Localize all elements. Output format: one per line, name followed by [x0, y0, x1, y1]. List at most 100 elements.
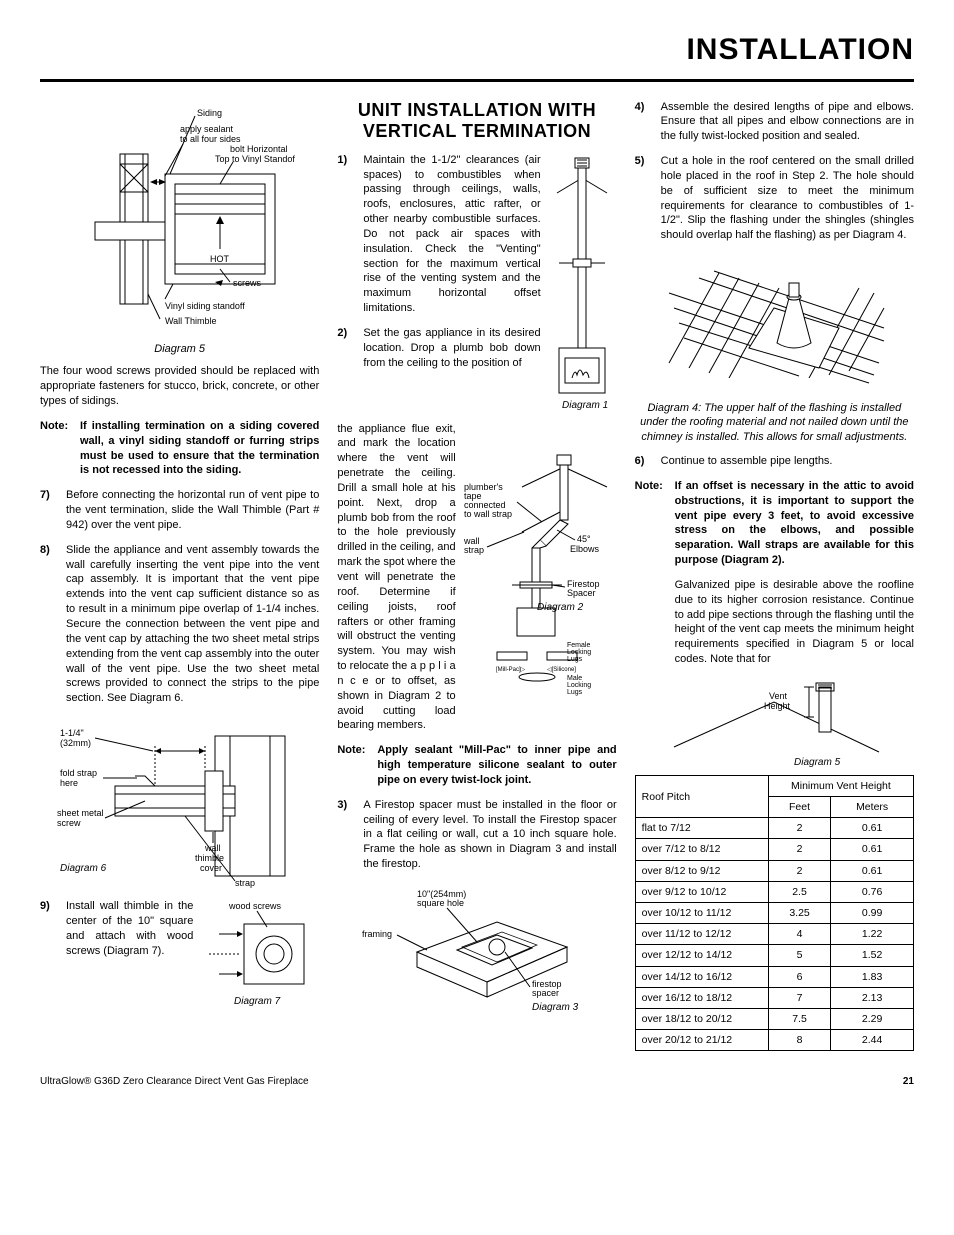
item-4-text: Assemble the desired lengths of pipe and… — [661, 100, 914, 145]
cell-feet: 5 — [768, 945, 830, 966]
cell-meters: 0.61 — [831, 818, 914, 839]
th-min: Minimum Vent Height — [768, 775, 913, 796]
diagram-5-svg: HOT Siding apply sealant to all four sid… — [65, 104, 295, 334]
th-pitch: Roof Pitch — [635, 775, 768, 817]
diagram-6-box: 1-1/4" (32mm) fold strap here sheet meta… — [40, 716, 319, 891]
item-7-text: Before connecting the horizontal run of … — [66, 488, 319, 533]
d2-cap: Diagram 2 — [537, 602, 584, 613]
cell-pitch: over 9/12 to 10/12 — [635, 881, 768, 902]
cell-pitch: over 8/12 to 9/12 — [635, 860, 768, 881]
table-row: over 16/12 to 18/1272.13 — [635, 987, 913, 1008]
item-9-text: Install wall thimble in the center of th… — [66, 899, 193, 958]
column-2: UNIT INSTALLATION WITH VERTICAL TERMINAT… — [337, 100, 616, 1052]
d6-dim2: (32mm) — [60, 738, 91, 748]
item-6-text: Continue to assemble pipe lengths. — [661, 454, 914, 469]
note2-text: Apply sealant "Mill-Pac" to inner pipe a… — [377, 743, 616, 788]
d2-si: ◁[Silicone] — [547, 667, 576, 673]
vent-height-table: Roof Pitch Minimum Vent Height Feet Mete… — [635, 775, 914, 1051]
d6-fold2: here — [60, 778, 78, 788]
cell-feet: 8 — [768, 1030, 830, 1051]
item-5-text: Cut a hole in the roof centered on the s… — [661, 154, 914, 243]
diagram-2-svg: plumber's tape connected to wall strap w… — [462, 452, 617, 702]
cell-meters: 1.22 — [831, 924, 914, 945]
item-8-num: 8) — [40, 543, 58, 706]
item-1-text: Maintain the 1-1/2" clearances (air spac… — [363, 153, 540, 316]
cell-feet: 2 — [768, 860, 830, 881]
cell-pitch: over 16/12 to 18/12 — [635, 987, 768, 1008]
item-8: 8) Slide the appliance and vent assembly… — [40, 543, 319, 706]
item-9: 9) Install wall thimble in the center of… — [40, 899, 193, 958]
diagram-5b-svg: Vent Height Diagram 5 — [664, 677, 884, 767]
d2-fl1: Female — [567, 642, 590, 649]
cell-pitch: over 12/12 to 14/12 — [635, 945, 768, 966]
item1-block: Diagram 1 1) Maintain the 1-1/2" clearan… — [337, 153, 616, 422]
diagram-2-box: plumber's tape connected to wall strap w… — [462, 452, 617, 707]
item-5: 5) Cut a hole in the roof centered on th… — [635, 154, 914, 243]
d6-strap: strap — [235, 878, 255, 888]
diagram-3-box: 10"(254mm) square hole framing firestop … — [337, 882, 616, 1012]
column-3: 4) Assemble the desired lengths of pipe … — [635, 100, 914, 1052]
diagram-4-svg — [659, 253, 889, 393]
cell-feet: 6 — [768, 966, 830, 987]
item-1-num: 1) — [337, 153, 355, 316]
th-feet: Feet — [768, 797, 830, 818]
item-1: 1) Maintain the 1-1/2" clearances (air s… — [337, 153, 540, 316]
table-row: over 11/12 to 12/1241.22 — [635, 924, 913, 945]
para-after-d5: The four wood screws provided should be … — [40, 364, 319, 409]
cell-pitch: over 11/12 to 12/12 — [635, 924, 768, 945]
d3-cap: Diagram 3 — [532, 1002, 579, 1012]
item-8-text: Slide the appliance and vent assembly to… — [66, 543, 319, 706]
cell-meters: 0.61 — [831, 839, 914, 860]
cell-feet: 3.25 — [768, 902, 830, 923]
note3-text: If an offset is necessary in the attic t… — [675, 479, 914, 568]
cell-meters: 2.29 — [831, 1008, 914, 1029]
diagram-7-box: wood screws Diagram 7 — [199, 899, 319, 1014]
d6-cap: Diagram 6 — [60, 863, 107, 874]
note-millpac: Note: Apply sealant "Mill-Pac" to inner … — [337, 743, 616, 788]
para-galv: Galvanized pipe is desirable above the r… — [675, 578, 914, 667]
item-4-num: 4) — [635, 100, 653, 145]
d2-e1: 45° — [577, 534, 591, 544]
d5-seal2: to all four sides — [180, 134, 241, 144]
table-row: over 18/12 to 20/127.52.29 — [635, 1008, 913, 1029]
d5-bolt2: Top to Vinyl Standoff — [215, 154, 295, 164]
d2-f2: Spacer — [567, 588, 596, 598]
item-7-num: 7) — [40, 488, 58, 533]
item-5-num: 5) — [635, 154, 653, 243]
cell-pitch: over 20/12 to 21/12 — [635, 1030, 768, 1051]
item-4: 4) Assemble the desired lengths of pipe … — [635, 100, 914, 145]
table-row: over 10/12 to 11/123.250.99 — [635, 902, 913, 923]
diagram-4-caption: Diagram 4: The upper half of the flashin… — [635, 401, 914, 444]
d6-wt3: cover — [200, 863, 222, 873]
cell-meters: 0.61 — [831, 860, 914, 881]
page-footer: UltraGlow® G36D Zero Clearance Direct Ve… — [40, 1069, 914, 1089]
cell-pitch: flat to 7/12 — [635, 818, 768, 839]
cell-feet: 4 — [768, 924, 830, 945]
item-2-text-a: Set the gas appliance in its desired loc… — [363, 326, 540, 371]
table-row: flat to 7/1220.61 — [635, 818, 913, 839]
diagram-5-box: HOT Siding apply sealant to all four sid… — [40, 104, 319, 334]
d7-cap: Diagram 7 — [234, 996, 281, 1007]
diagram-1-svg: Diagram 1 — [547, 153, 617, 413]
diagram-5b-box: Vent Height Diagram 5 — [635, 677, 914, 767]
d3-fs2: spacer — [532, 988, 559, 998]
item-6-num: 6) — [635, 454, 653, 469]
table-row: over 14/12 to 16/1261.83 — [635, 966, 913, 987]
column-1: HOT Siding apply sealant to all four sid… — [40, 100, 319, 1052]
d2-mp: [Mill-Pac]▷ — [496, 667, 526, 673]
title-rule — [40, 79, 914, 82]
item-9-block: wood screws Diagram 7 9) Install wall th… — [40, 899, 319, 1018]
d1-cap: Diagram 1 — [562, 400, 608, 411]
d6-fold1: fold strap — [60, 768, 97, 778]
table-row: over 7/12 to 8/1220.61 — [635, 839, 913, 860]
note2-label: Note: — [337, 743, 371, 788]
note-text: If installing termination on a siding co… — [80, 419, 319, 478]
cell-meters: 1.52 — [831, 945, 914, 966]
diagram-5-caption: Diagram 5 — [40, 342, 319, 357]
item-3-text: A Firestop spacer must be installed in t… — [363, 798, 616, 872]
d2-ws2: strap — [464, 545, 484, 555]
d2-p4: to wall strap — [464, 509, 512, 519]
diagram-1-box: Diagram 1 — [547, 153, 617, 418]
d2-ml3: Lugs — [567, 689, 583, 696]
item-6: 6) Continue to assemble pipe lengths. — [635, 454, 914, 469]
